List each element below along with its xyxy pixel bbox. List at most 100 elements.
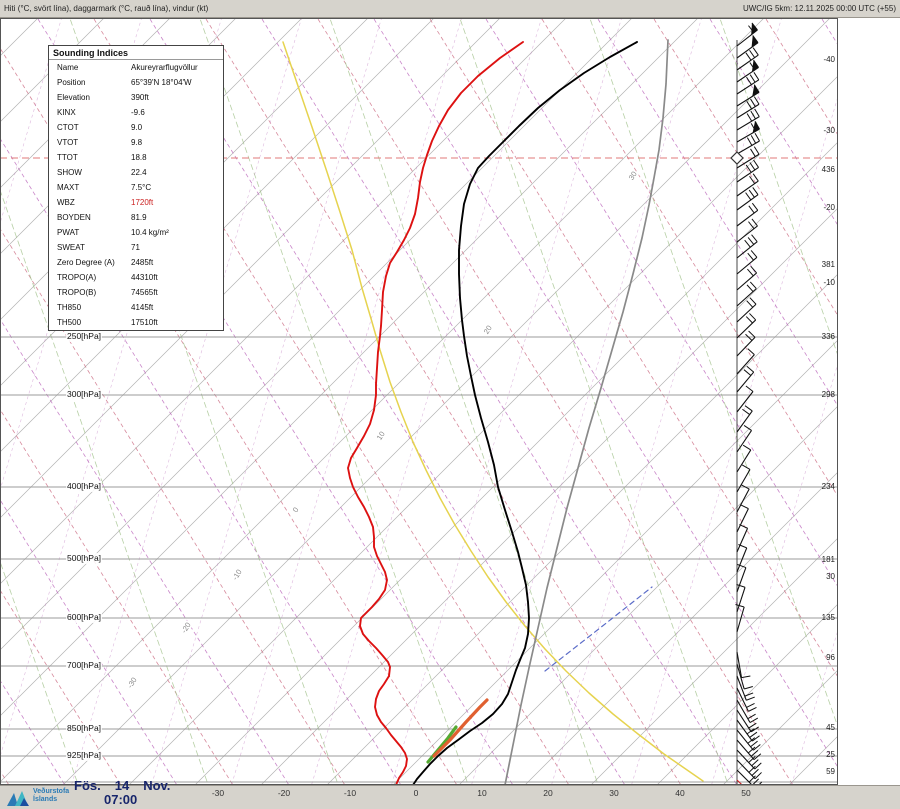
indices-row: TH500 17510ft bbox=[49, 315, 223, 330]
right-axis-label: 96 bbox=[826, 653, 835, 662]
right-axis-label: 234 bbox=[821, 482, 835, 491]
index-value: 17510ft bbox=[131, 318, 158, 327]
right-axis-label: 25 bbox=[826, 750, 835, 759]
right-axis-label: 298 bbox=[821, 390, 835, 399]
index-label: KINX bbox=[57, 108, 76, 117]
right-axis-label: 436 bbox=[821, 165, 835, 174]
indices-row: WBZ 1720ft bbox=[49, 195, 223, 210]
index-label: Position bbox=[57, 78, 86, 87]
temperature-axis-label: 30 bbox=[609, 788, 619, 798]
index-value: 2485ft bbox=[131, 258, 154, 267]
temperature-axis-label: 50 bbox=[741, 788, 751, 798]
org-name-line1: Veðurstofa bbox=[33, 788, 70, 795]
right-axis-label: 59 bbox=[826, 767, 835, 776]
pressure-axis-label: 400[hPa] bbox=[66, 481, 103, 492]
indices-row: Zero Degree (A) 2485ft bbox=[49, 255, 223, 270]
grid-lines bbox=[0, 18, 838, 785]
temperature-axis-label: 10 bbox=[477, 788, 487, 798]
index-value: 1720ft bbox=[131, 198, 154, 207]
indices-row: PWAT 10.4 kg/m² bbox=[49, 225, 223, 240]
index-label: WBZ bbox=[57, 198, 75, 207]
vedurstofa-logo-icon bbox=[7, 791, 29, 806]
right-axis-label: -10 bbox=[823, 278, 835, 287]
index-label: BOYDEN bbox=[57, 213, 91, 222]
indices-row: SWEAT 71 bbox=[49, 240, 223, 255]
right-axis-label: 336 bbox=[821, 332, 835, 341]
right-axis-label: -30 bbox=[823, 126, 835, 135]
indices-row: TROPO(B) 74565ft bbox=[49, 285, 223, 300]
index-value: 71 bbox=[131, 243, 140, 252]
indices-row: SHOW 22.4 bbox=[49, 165, 223, 180]
indices-row: KINX -9.6 bbox=[49, 105, 223, 120]
pressure-axis-label: 850[hPa] bbox=[66, 723, 103, 734]
index-label: PWAT bbox=[57, 228, 80, 237]
day-number-label: 14 bbox=[114, 778, 130, 793]
temperature-axis-label: -30 bbox=[211, 788, 225, 798]
top-status-bar: Hiti (°C, svört lína), daggarmark (°C, r… bbox=[0, 0, 900, 18]
right-axis-label: 30 bbox=[826, 572, 835, 581]
sounding-indices-box: Sounding Indices Name Akureyrarflugvöllur… bbox=[48, 45, 224, 331]
temperature-axis-label: -20 bbox=[277, 788, 291, 798]
indices-row: MAXT 7.5°C bbox=[49, 180, 223, 195]
index-label: CTOT bbox=[57, 123, 79, 132]
index-value: Akureyrarflugvöllur bbox=[131, 63, 198, 72]
right-axis-label: -40 bbox=[823, 55, 835, 64]
index-label: VTOT bbox=[57, 138, 79, 147]
index-value: 44310ft bbox=[131, 273, 158, 282]
pressure-axis-label: 700[hPa] bbox=[66, 660, 103, 671]
bottom-status-bar bbox=[0, 785, 900, 809]
right-axis-label: 135 bbox=[821, 613, 835, 622]
index-label: SHOW bbox=[57, 168, 82, 177]
plot-legend-text: Hiti (°C, svört lína), daggarmark (°C, r… bbox=[4, 4, 209, 13]
temperature-axis-label: -10 bbox=[343, 788, 357, 798]
pressure-axis-label: 600[hPa] bbox=[66, 612, 103, 623]
index-value: 81.9 bbox=[131, 213, 147, 222]
index-value: 9.0 bbox=[131, 123, 143, 132]
month-label: Nov. bbox=[143, 778, 171, 793]
pressure-axis-label: 500[hPa] bbox=[66, 553, 103, 564]
index-label: Name bbox=[57, 63, 79, 72]
wind-barbs bbox=[735, 22, 763, 785]
right-axis-label: 381 bbox=[821, 260, 835, 269]
indices-row: Name Akureyrarflugvöllur bbox=[49, 60, 223, 75]
index-label: TROPO(A) bbox=[57, 273, 97, 282]
index-value: 4145ft bbox=[131, 303, 154, 312]
indices-row: TTOT 18.8 bbox=[49, 150, 223, 165]
indices-row: TROPO(A) 44310ft bbox=[49, 270, 223, 285]
tropopause-marker-icon bbox=[730, 151, 744, 165]
indices-row: TH850 4145ft bbox=[49, 300, 223, 315]
temperature-axis-label: 20 bbox=[543, 788, 553, 798]
indices-row: Elevation 390ft bbox=[49, 90, 223, 105]
pressure-axis-label: 925[hPa] bbox=[66, 750, 103, 761]
valid-time-label: Fös. 14 Nov. 07:00 bbox=[74, 779, 170, 807]
right-axis-label: 45 bbox=[826, 723, 835, 732]
index-value: 390ft bbox=[131, 93, 149, 102]
indices-row: CTOT 9.0 bbox=[49, 120, 223, 135]
index-value: 22.4 bbox=[131, 168, 147, 177]
index-value: 9.8 bbox=[131, 138, 143, 147]
time-label: 07:00 bbox=[104, 792, 138, 807]
index-value: 18.8 bbox=[131, 153, 147, 162]
index-label: TTOT bbox=[57, 153, 78, 162]
pressure-axis-label: 250[hPa] bbox=[66, 331, 103, 342]
index-value: 7.5°C bbox=[131, 183, 152, 192]
index-value: 74565ft bbox=[131, 288, 158, 297]
index-label: Zero Degree (A) bbox=[57, 258, 115, 267]
org-name-line2: Íslands bbox=[33, 796, 58, 803]
index-label: TH500 bbox=[57, 318, 82, 327]
indices-row: VTOT 9.8 bbox=[49, 135, 223, 150]
vedurstofa-brand: Veðurstofa Íslands bbox=[6, 785, 69, 807]
temperature-axis-label: 40 bbox=[675, 788, 685, 798]
index-value: 10.4 kg/m² bbox=[131, 228, 169, 237]
index-label: SWEAT bbox=[57, 243, 85, 252]
indices-title: Sounding Indices bbox=[49, 46, 223, 60]
index-value: -9.6 bbox=[131, 108, 145, 117]
indices-row: Position 65°39'N 18°04'W bbox=[49, 75, 223, 90]
right-axis-label: 181 bbox=[821, 555, 835, 564]
sounding-curves bbox=[282, 39, 704, 785]
index-label: TH850 bbox=[57, 303, 82, 312]
pressure-axis-label: 300[hPa] bbox=[66, 389, 103, 400]
model-run-text: UWC/IG 5km: 12.11.2025 00:00 UTC (+55) bbox=[742, 4, 896, 13]
index-value: 65°39'N 18°04'W bbox=[131, 78, 192, 87]
